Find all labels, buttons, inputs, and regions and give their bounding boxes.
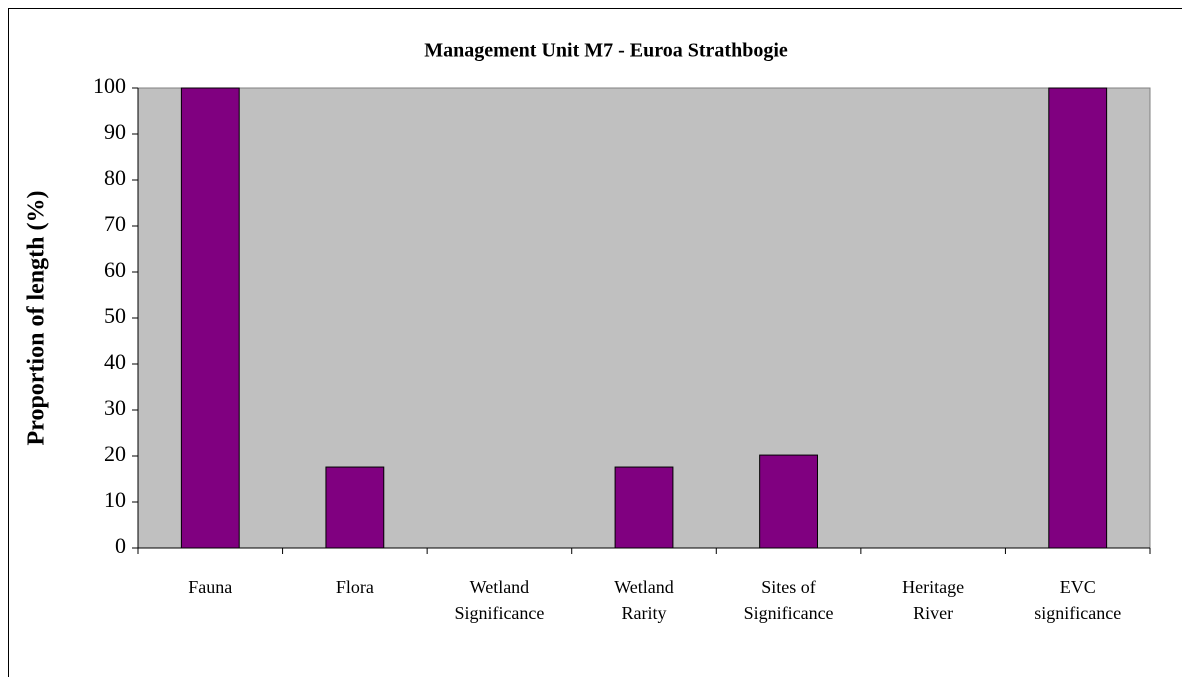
x-tick-label: Flora [335, 577, 374, 597]
y-tick-label: 10 [104, 487, 126, 512]
bar [1048, 87, 1108, 549]
chart-title: Management Unit M7 - Euroa Strathbogie [424, 40, 788, 62]
x-tick-label: Sites of Significance [743, 577, 834, 623]
y-tick-label: 0 [115, 533, 126, 558]
y-tick-label: 40 [104, 349, 126, 374]
x-tick-label: Heritage River [902, 577, 965, 623]
x-tick-label: EVC significance [1034, 577, 1122, 623]
bar [325, 466, 385, 549]
y-tick-label: 20 [104, 441, 126, 466]
y-tick-label: 50 [104, 303, 126, 328]
bar [180, 87, 240, 549]
y-tick-label: 90 [104, 119, 126, 144]
x-tick-label: Fauna [188, 577, 233, 597]
y-axis-title: Proportion of length (%) [24, 191, 50, 446]
y-tick-label: 60 [104, 257, 126, 282]
y-tick-label: 70 [104, 211, 126, 236]
bar [614, 466, 674, 549]
x-tick-label: Wetland Rarity [614, 577, 674, 623]
y-tick-label: 30 [104, 395, 126, 420]
bar [759, 454, 818, 549]
x-tick-label: Wetland Significance [454, 577, 545, 623]
y-tick-label: 100 [93, 73, 126, 98]
y-tick-label: 80 [104, 165, 126, 190]
